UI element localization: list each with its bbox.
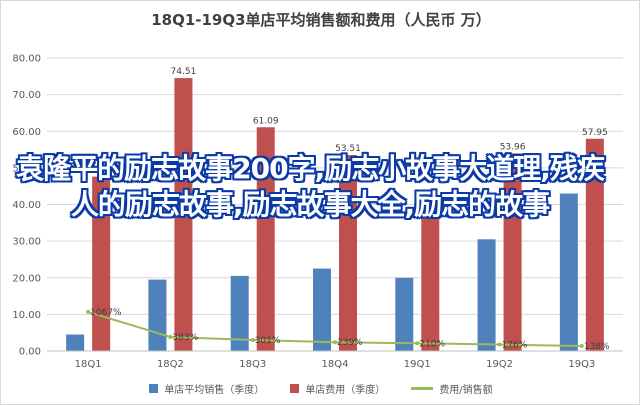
bar-data-label: 57.95 — [582, 128, 608, 138]
bar-sales — [395, 277, 414, 351]
y-tick-label: 70.00 — [12, 90, 41, 101]
y-tick-label: 40.00 — [12, 200, 41, 211]
bar-cost — [585, 138, 604, 351]
bar-cost — [421, 200, 440, 351]
ratio-data-label: 210% — [419, 339, 445, 349]
bar-data-label: 74.51 — [171, 67, 197, 77]
ratio-point — [415, 341, 420, 346]
bar-data-label: 53.96 — [500, 142, 526, 152]
ratio-point — [168, 334, 173, 339]
ratio-data-label: 383% — [172, 333, 198, 343]
y-tick-label: 60.00 — [12, 127, 41, 138]
bar-cost — [92, 176, 111, 351]
x-tick-label: 19Q1 — [404, 359, 431, 370]
bar-sales — [230, 275, 249, 351]
bar-sales — [66, 334, 85, 351]
chart-legend: 单店平均销售（季度） 单店费用（季度） 费用/销售额 — [1, 381, 640, 396]
bar-data-label: 61.09 — [253, 116, 279, 126]
legend-swatch-sales — [149, 384, 159, 393]
bar-sales — [313, 268, 331, 351]
x-tick-label: 18Q2 — [157, 359, 184, 370]
legend-item-sales: 单店平均销售（季度） — [149, 381, 264, 396]
legend-label-cost: 单店费用（季度） — [305, 385, 386, 396]
ratio-point — [579, 343, 584, 348]
bar-cost — [339, 155, 357, 351]
ratio-data-label: 138% — [584, 342, 610, 352]
legend-item-ratio: 费用/销售额 — [411, 381, 493, 396]
y-tick-label: 0.00 — [19, 347, 41, 358]
legend-label-ratio: 费用/销售额 — [439, 385, 493, 396]
y-tick-label: 80.00 — [12, 54, 41, 65]
ratio-data-label: 239% — [337, 338, 363, 348]
ratio-point — [497, 342, 502, 347]
y-tick-label: 30.00 — [12, 237, 41, 248]
bar-cost — [256, 127, 275, 351]
x-tick-label: 19Q2 — [486, 359, 513, 370]
x-tick-label: 18Q3 — [239, 359, 266, 370]
legend-swatch-ratio — [411, 387, 434, 390]
bar-cost — [174, 78, 193, 352]
bar-sales — [148, 279, 167, 351]
bar-cost — [503, 153, 522, 351]
x-tick-label: 18Q4 — [322, 359, 349, 370]
ratio-point — [86, 309, 91, 314]
x-tick-label: 18Q1 — [75, 359, 102, 370]
ratio-point — [250, 337, 255, 342]
bar-sales — [559, 193, 578, 351]
x-tick-label: 19Q3 — [568, 359, 595, 370]
watermark-overlay-text: 袁隆平的励志故事200字,励志小故事大道理,残疾人的励志故事,励志故事大全,励志… — [16, 152, 605, 221]
legend-item-cost: 单店费用（季度） — [290, 381, 385, 396]
bar-data-label: 53.51 — [335, 144, 361, 154]
bar-sales — [477, 239, 496, 351]
ratio-data-label: 1067% — [90, 308, 122, 318]
legend-swatch-cost — [290, 384, 300, 393]
y-tick-label: 20.00 — [12, 273, 41, 284]
ratio-data-label: 301% — [255, 336, 281, 346]
ratio-point — [333, 340, 337, 345]
chart-title: 18Q1-19Q3单店平均销售额和费用（人民币 万） — [151, 11, 491, 29]
y-tick-label: 10.00 — [12, 310, 41, 321]
y-tick-label: 50.00 — [12, 163, 41, 174]
legend-label-sales: 单店平均销售（季度） — [164, 385, 265, 396]
bar-data-label: 47.6 — [91, 166, 111, 176]
ratio-data-label: 176% — [502, 341, 528, 351]
